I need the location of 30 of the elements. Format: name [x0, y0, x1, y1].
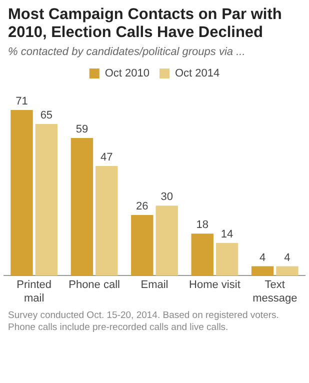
bar — [276, 266, 298, 276]
bar — [251, 266, 274, 276]
x-tick-label: Phone call — [68, 279, 120, 292]
bar — [216, 242, 238, 276]
x-tick-label: Home visit — [189, 279, 240, 292]
chart-subtitle: % contacted by candidates/political groups via ... — [8, 46, 246, 58]
data-label: 4 — [284, 252, 290, 264]
data-label: 65 — [40, 110, 53, 122]
data-label: 4 — [259, 252, 266, 264]
legend-label: Oct 2014 — [175, 68, 220, 80]
bar — [191, 234, 214, 276]
chart-title: Most Campaign Contacts on Par with 2010, Election Calls Have Declined — [8, 6, 283, 42]
data-label: 59 — [76, 124, 88, 136]
bar — [10, 110, 33, 276]
x-tick-label: Text message — [252, 279, 298, 304]
text: Survey conducted Oct. 15-20, 2014. Based on registered voters. Phone calls include pre-recorded calls and live calls. — [8, 310, 280, 334]
data-label: 18 — [196, 219, 208, 232]
bar — [70, 138, 94, 276]
bar — [131, 214, 154, 276]
data-label: 47 — [100, 152, 113, 164]
data-label: 14 — [220, 228, 234, 240]
bar — [35, 124, 58, 276]
data-label: 26 — [136, 200, 148, 212]
x-tick-label: Email — [140, 279, 168, 292]
bar — [96, 166, 118, 276]
legend-label: Oct 2010 — [104, 68, 150, 80]
data-label: 71 — [16, 96, 28, 108]
x-tick-label: Printed mail — [16, 279, 52, 304]
data-label: 30 — [160, 191, 173, 204]
bar — [156, 206, 178, 276]
